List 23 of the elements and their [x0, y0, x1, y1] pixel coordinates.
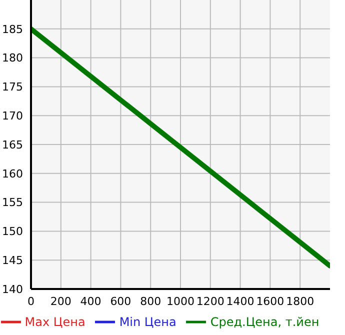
y-tick-label: 145: [2, 254, 23, 268]
x-tick-label: 1400: [226, 294, 254, 308]
x-tick-label: 800: [140, 294, 162, 308]
y-tick-label: 155: [2, 196, 23, 210]
y-tick-label: 175: [2, 80, 23, 94]
y-tick-label: 185: [2, 22, 23, 36]
x-tick-label: 1800: [286, 294, 314, 308]
y-tick-label: 170: [2, 110, 23, 123]
y-tick-label: 140: [2, 282, 23, 296]
x-tick-label: 1600: [256, 294, 284, 308]
legend-label: Min Цена: [119, 315, 176, 329]
x-tick-label: 1000: [166, 294, 194, 308]
legend-label: Max Цена: [24, 315, 86, 329]
y-tick-label: 180: [2, 52, 23, 65]
legend-label: Сред.Цена, т.йен: [210, 315, 320, 329]
y-tick-label: 165: [2, 138, 23, 152]
x-tick-label: 200: [50, 294, 72, 308]
x-tick-label: 400: [80, 294, 102, 308]
x-tick-label: 0: [28, 294, 34, 308]
x-tick-label: 600: [110, 294, 132, 308]
y-tick-label: 160: [2, 167, 23, 180]
y-tick-label: 150: [2, 225, 23, 238]
x-tick-label: 1200: [196, 294, 224, 308]
